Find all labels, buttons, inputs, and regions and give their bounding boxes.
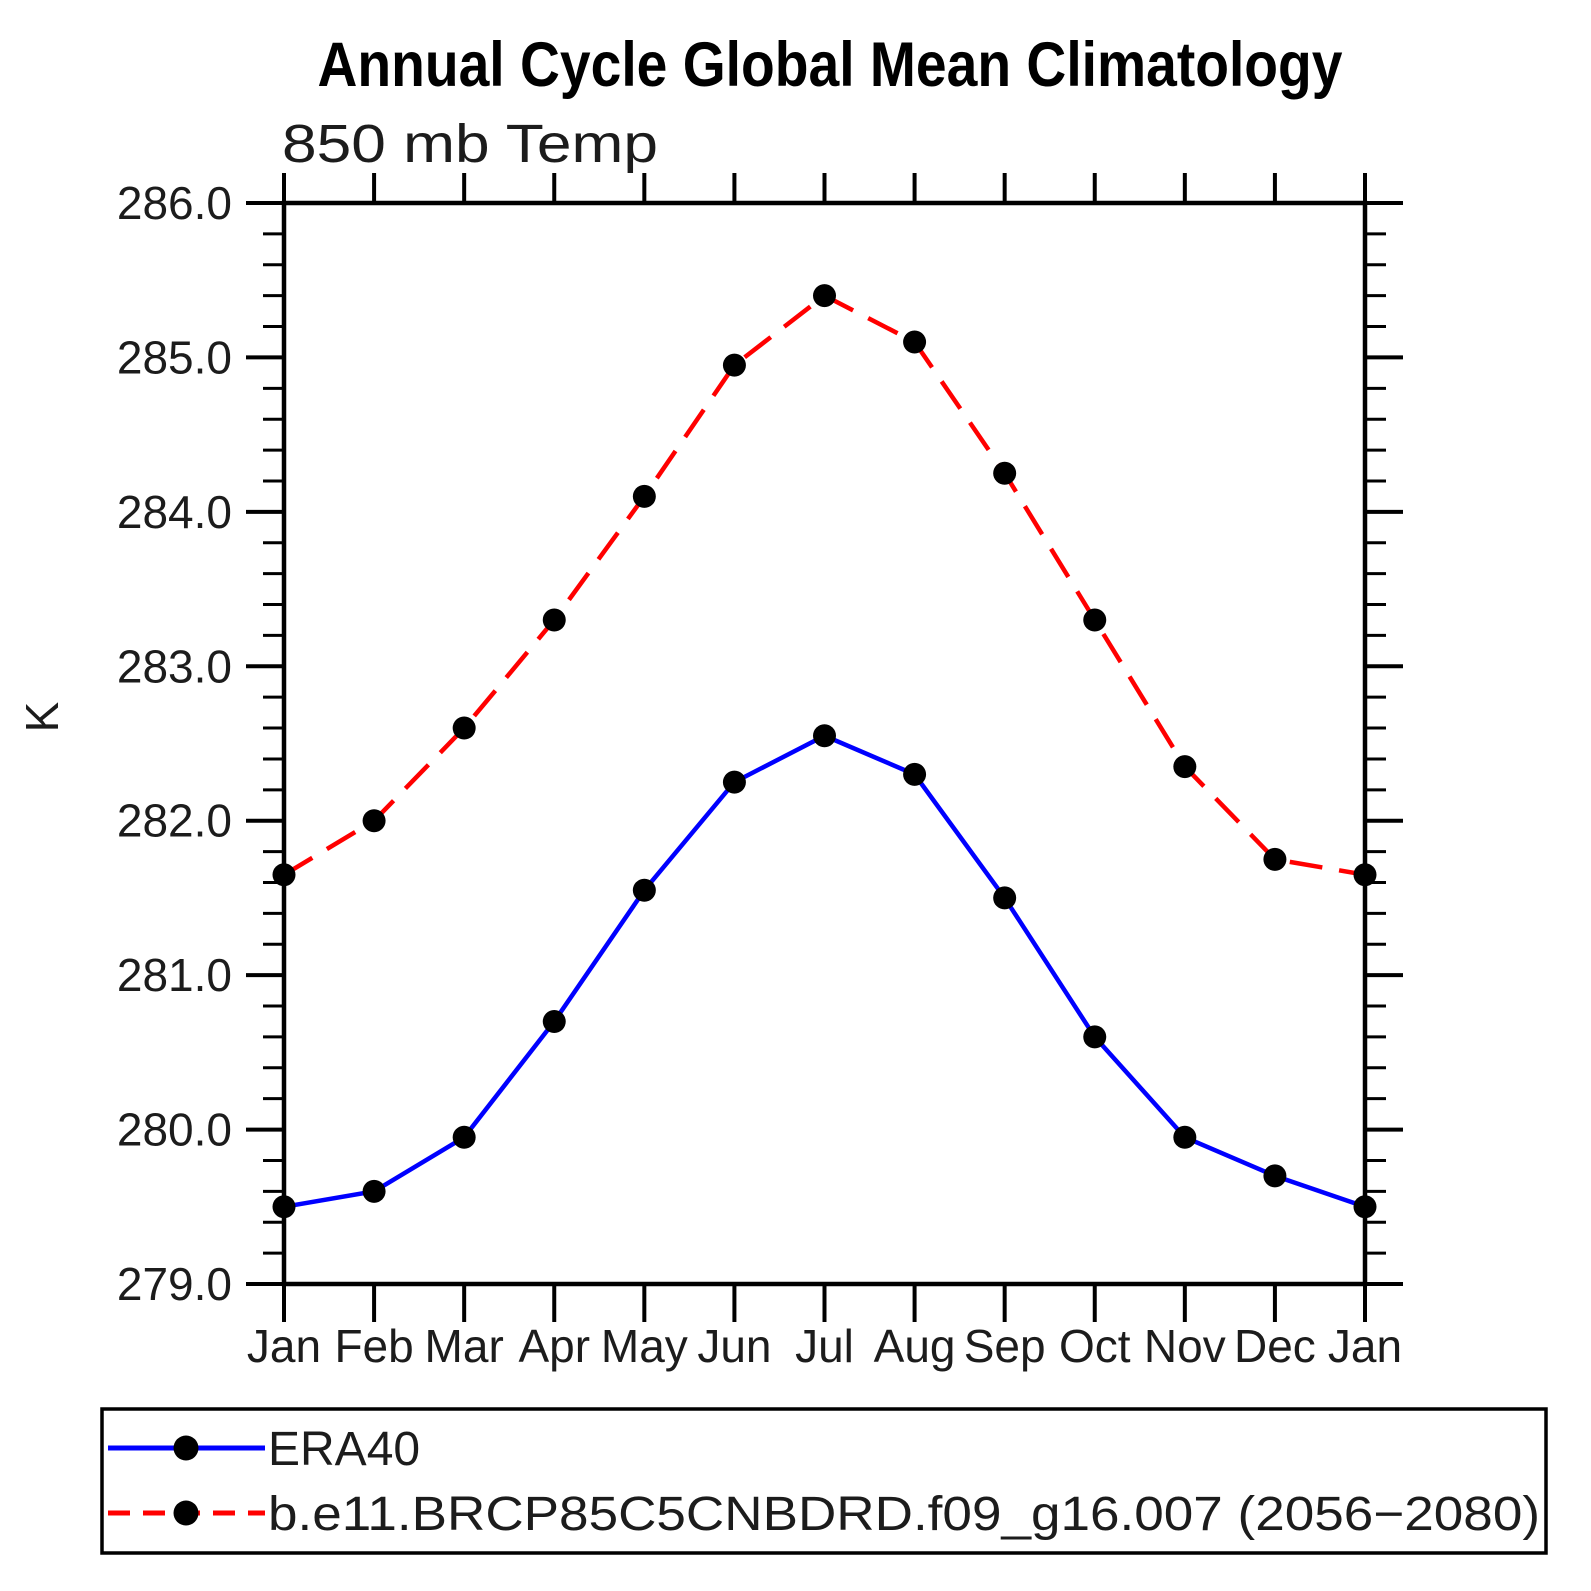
plot-frame — [281, 200, 1368, 1287]
legend-model-marker — [173, 1500, 199, 1526]
legend-era40-label: ERA40 — [268, 1423, 420, 1476]
x-tick-label: Jan — [247, 1320, 321, 1372]
x-tick-label: Dec — [1234, 1320, 1316, 1372]
data-point — [903, 330, 927, 354]
x-tick-label: Oct — [1059, 1320, 1131, 1372]
x-tick-label: May — [601, 1320, 688, 1372]
data-point — [813, 284, 836, 308]
x-tick-label: Aug — [874, 1320, 956, 1372]
y-tick-label: 286.0 — [117, 177, 232, 229]
x-tick-label: Jul — [795, 1320, 854, 1372]
y-tick-label: 281.0 — [117, 949, 232, 1001]
data-point — [722, 770, 746, 794]
axis-tick-labels: 286.0 285.0 284.0 283.0 282.0 281.0 280.0 279.0… — [117, 177, 1402, 1372]
series-era40 — [272, 724, 1377, 1219]
y-axis-label: K — [16, 701, 68, 732]
data-point — [362, 1179, 386, 1203]
data-point — [632, 878, 656, 902]
data-point — [1173, 755, 1197, 779]
y-tick-label: 279.0 — [117, 1258, 232, 1310]
y-tick-label: 283.0 — [117, 640, 232, 692]
x-tick-label: Jun — [697, 1320, 771, 1372]
data-point — [362, 809, 386, 833]
data-point — [1083, 608, 1107, 632]
y-tick-label: 285.0 — [117, 331, 232, 383]
x-tick-label: Apr — [518, 1320, 590, 1372]
data-point — [993, 461, 1017, 485]
y-tick-label: 280.0 — [117, 1104, 232, 1156]
data-point — [993, 886, 1017, 910]
data-point — [722, 353, 746, 377]
legend-era40-marker — [173, 1435, 199, 1461]
y-tick-label: 282.0 — [117, 795, 232, 847]
y-tick-label: 284.0 — [117, 486, 232, 538]
axis-ticks — [246, 173, 1403, 1322]
legend-model-label: b.e11.BRCP85C5CNBDRD.f09_g16.007 (2056−2… — [268, 1488, 1540, 1541]
x-tick-label: Sep — [964, 1320, 1046, 1372]
data-point — [1263, 847, 1287, 871]
chart-subtitle: 850 mb Temp — [282, 114, 658, 174]
x-tick-label: Jan — [1328, 1320, 1402, 1372]
legend-box — [100, 1407, 1548, 1555]
data-point — [1173, 1125, 1197, 1149]
chart-title: Annual Cycle Global Mean Climatology — [318, 30, 1343, 100]
data-point — [452, 1125, 476, 1149]
data-point — [542, 608, 566, 632]
x-tick-label: Nov — [1144, 1320, 1226, 1372]
data-point — [632, 484, 656, 508]
data-point — [542, 1009, 566, 1033]
data-point — [452, 716, 476, 740]
data-point — [1263, 1164, 1287, 1188]
x-tick-label: Mar — [425, 1320, 504, 1372]
x-tick-label: Feb — [334, 1320, 413, 1372]
data-point — [1083, 1025, 1107, 1049]
data-point — [903, 762, 927, 786]
legend: ERA40 b.e11.BRCP85C5CNBDRD.f09_g16.007 (… — [100, 1407, 1548, 1555]
data-point — [813, 724, 836, 748]
